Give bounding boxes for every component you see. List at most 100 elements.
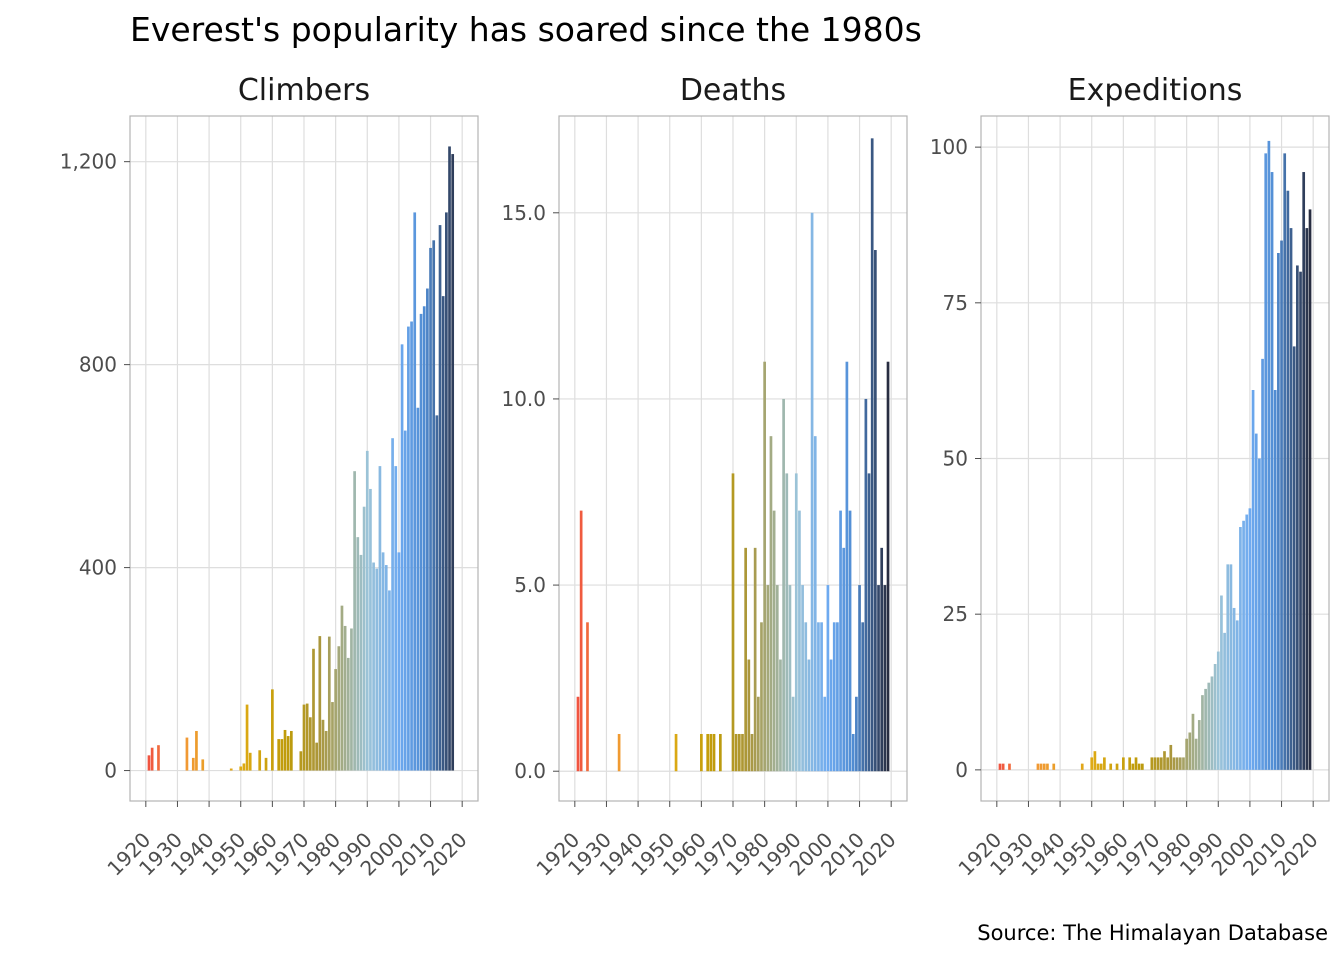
bar xyxy=(1232,607,1236,770)
bar xyxy=(826,585,830,772)
bar xyxy=(280,739,284,771)
bar xyxy=(365,450,369,771)
bar xyxy=(874,250,877,772)
bar xyxy=(337,646,341,771)
y-tick-label: 0.0 xyxy=(514,759,546,783)
bar xyxy=(769,436,773,772)
bar xyxy=(858,585,861,772)
bar xyxy=(435,415,439,771)
bar xyxy=(1267,140,1271,770)
bar xyxy=(1197,720,1201,770)
bar xyxy=(1308,209,1312,770)
bar xyxy=(877,585,880,772)
bar xyxy=(804,622,808,772)
bar xyxy=(445,212,448,771)
bar xyxy=(1150,757,1154,770)
bar xyxy=(362,506,366,771)
chart-panels: Climbers04008001,20019201930194019501960… xyxy=(60,73,1330,881)
bar xyxy=(312,648,315,771)
bar xyxy=(855,696,858,772)
bar xyxy=(1178,757,1182,770)
bar xyxy=(416,407,420,771)
y-tick-label: 25 xyxy=(943,602,968,626)
bar xyxy=(836,622,839,772)
bar xyxy=(384,565,388,771)
bar xyxy=(1141,763,1144,770)
panel-climbers: Climbers04008001,20019201930194019501960… xyxy=(60,73,479,881)
bar xyxy=(1115,763,1119,770)
bar xyxy=(813,436,817,772)
bar xyxy=(327,636,331,771)
bar xyxy=(1036,763,1040,770)
bar xyxy=(1283,153,1287,770)
bar xyxy=(766,585,770,772)
bar xyxy=(426,288,429,771)
bar xyxy=(1264,153,1268,770)
bar xyxy=(242,763,246,771)
bar xyxy=(350,628,353,771)
bar xyxy=(438,225,442,771)
bar xyxy=(1099,763,1103,770)
bar xyxy=(271,689,274,771)
bar xyxy=(321,719,325,771)
bar xyxy=(617,733,621,772)
panel-title: Expeditions xyxy=(1068,73,1243,108)
bar xyxy=(400,344,404,771)
bar xyxy=(1277,253,1280,770)
y-tick-label: 0 xyxy=(955,758,968,782)
bar xyxy=(378,466,382,771)
bar xyxy=(1122,757,1125,770)
bar xyxy=(1299,271,1302,770)
bar xyxy=(340,605,344,771)
bar xyxy=(286,736,290,771)
bar xyxy=(1213,664,1217,770)
bar xyxy=(1093,751,1097,770)
bar xyxy=(1223,632,1226,770)
bar xyxy=(346,657,350,771)
bar xyxy=(1296,265,1299,770)
bar xyxy=(1096,763,1100,770)
bar xyxy=(1254,433,1258,770)
bar xyxy=(185,737,189,771)
bar xyxy=(1169,744,1173,770)
bar xyxy=(305,703,309,771)
bar xyxy=(794,473,798,772)
bar xyxy=(372,562,375,771)
bar xyxy=(1204,688,1207,770)
bar xyxy=(1153,757,1157,770)
bar xyxy=(1163,751,1166,770)
bar xyxy=(397,552,401,771)
bar xyxy=(674,733,678,772)
bar xyxy=(741,733,744,772)
y-tick-label: 5.0 xyxy=(514,573,546,597)
bar xyxy=(1305,228,1309,770)
bar xyxy=(391,438,394,771)
y-tick-label: 100 xyxy=(930,135,968,159)
bar xyxy=(1175,757,1179,770)
bar xyxy=(1235,620,1239,770)
bar xyxy=(848,510,852,772)
bar xyxy=(1052,763,1056,770)
bar xyxy=(150,747,154,771)
bar xyxy=(375,568,379,771)
bar xyxy=(201,759,205,771)
y-tick-label: 50 xyxy=(943,447,968,471)
bar xyxy=(1261,358,1264,770)
bar xyxy=(245,704,249,771)
bar xyxy=(299,751,303,771)
bar xyxy=(883,585,887,772)
bar xyxy=(403,430,407,771)
bar xyxy=(147,755,151,771)
bar xyxy=(1226,564,1230,770)
bar xyxy=(1131,763,1135,770)
chart-title: Everest's popularity has soared since th… xyxy=(130,10,922,49)
bar xyxy=(1090,757,1094,770)
bar xyxy=(302,704,306,771)
bar xyxy=(998,763,1002,770)
bar xyxy=(1245,514,1249,770)
bar xyxy=(315,742,318,771)
bar xyxy=(747,659,751,772)
bar xyxy=(719,733,722,772)
bar xyxy=(1292,346,1296,770)
bar xyxy=(709,733,713,772)
